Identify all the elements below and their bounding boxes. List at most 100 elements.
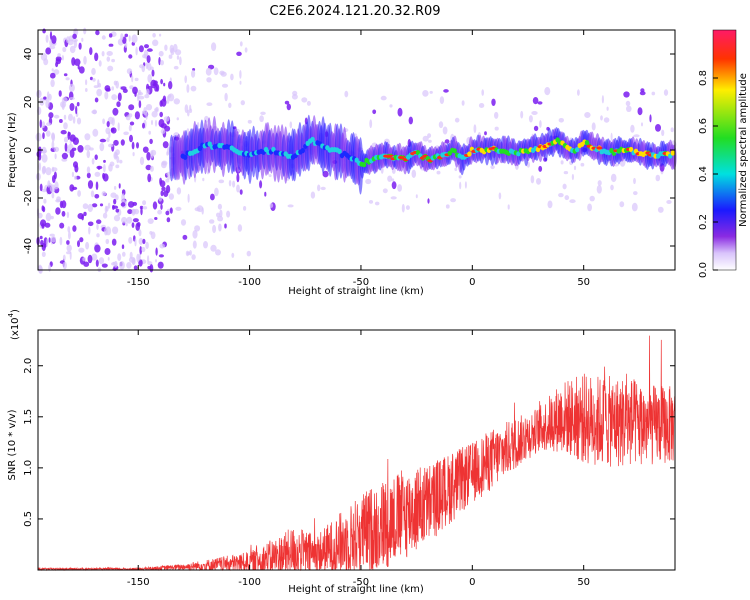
noise-dot [78,42,82,50]
noise-dot [128,35,131,42]
noise-dot [481,89,485,96]
noise-dot [239,41,243,47]
noise-dot [459,181,462,190]
noise-dot [159,243,165,249]
y-tick-label: 40 [23,48,34,61]
noise-dot [77,190,81,197]
noise-dot [157,261,164,269]
noise-dot [65,77,70,81]
spectrogram-y-label: Frequency (Hz) [7,112,18,188]
noise-dot [98,257,105,265]
noise-dot [232,180,236,188]
noise-dot [134,238,137,247]
noise-dot [61,210,66,217]
y-tick-label: 2.0 [23,358,34,374]
noise-dot [38,162,42,171]
noise-dot [85,79,88,86]
noise-dot [145,62,149,69]
noise-dot [42,28,46,34]
noise-dot [445,204,450,209]
noise-dot [429,90,433,94]
noise-dot [443,89,449,93]
noise-dot [69,149,75,158]
noise-dot [117,92,122,102]
noise-dot [372,109,377,115]
ridge-core-blob [300,148,305,154]
noise-dot [464,181,467,189]
spectrogram-x-label: Height of straight line (km) [288,286,424,297]
x-tick-label: -150 [127,277,150,288]
noise-dot [46,91,50,100]
noise-dot [103,159,106,163]
noise-dot [135,222,140,231]
noise-dot [69,251,72,260]
colorbar-tick-label: 0.2 [698,214,709,230]
noise-dot [528,115,533,123]
noise-dot [82,203,89,210]
noise-dot [134,77,139,82]
noise-dot [191,254,196,260]
noise-dot [104,248,111,255]
noise-dot [389,104,393,108]
noise-dot [484,131,487,136]
noise-dot [544,87,551,96]
noise-dot [51,166,55,172]
noise-dot [365,178,372,185]
noise-dot [450,198,456,203]
noise-dot [369,119,373,129]
noise-dot [134,111,140,120]
noise-dot [230,73,234,81]
noise-dot [454,167,458,172]
noise-dot [124,33,129,38]
noise-dot [166,217,171,223]
noise-dot [147,48,153,52]
noise-dot [619,201,625,208]
noise-dot [66,240,70,245]
noise-dot [76,117,82,125]
noise-dot [58,90,62,97]
noise-dot [625,100,631,107]
noise-dot [54,181,59,190]
noise-dot [564,195,570,201]
noise-dot [187,109,190,117]
noise-dot [51,140,55,149]
noise-dot [217,203,222,210]
noise-dot [236,173,240,183]
ridge-core-blob [575,147,580,153]
noise-dot [46,238,49,247]
ridge-core-blob [467,151,472,157]
noise-dot [626,105,632,113]
noise-dot [120,86,127,90]
noise-dot [78,247,85,253]
noise-dot [106,51,113,56]
noise-dot [41,205,45,212]
snr-frame [37,329,676,571]
noise-dot [228,102,232,109]
noise-dot [116,101,121,108]
noise-dot [53,69,60,75]
noise-dot [59,236,63,246]
noise-dot [129,134,133,143]
noise-dot [655,174,661,182]
noise-dot [149,231,153,235]
noise-dot [108,143,114,148]
noise-dot [158,254,164,258]
noise-dot [115,164,120,169]
noise-dot [93,85,99,89]
noise-dot [415,194,418,199]
noise-dot [192,240,197,249]
noise-dot [397,107,403,117]
noise-dot [54,153,57,160]
noise-dot [96,233,100,238]
noise-dot [310,191,316,199]
noise-dot [428,139,432,143]
noise-dot [422,135,429,142]
x-tick-label: -100 [238,577,261,588]
noise-dot [107,257,110,261]
noise-dot [630,124,635,133]
noise-dot [427,133,432,139]
noise-dot [91,203,98,208]
noise-dot [84,133,91,141]
noise-dot [108,33,113,38]
noise-dot [571,173,575,181]
